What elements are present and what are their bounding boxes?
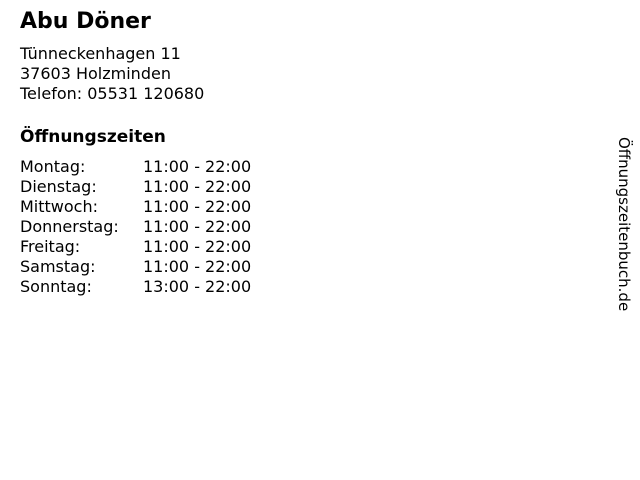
- day-label: Sonntag:: [20, 277, 92, 296]
- hours-row-thursday: Donnerstag: 11:00 - 22:00: [20, 217, 640, 237]
- address-street: Tünneckenhagen 11: [20, 44, 181, 63]
- time-value: 11:00 - 22:00: [143, 157, 252, 176]
- time-value: 11:00 - 22:00: [143, 197, 252, 216]
- day-label: Montag:: [20, 157, 86, 176]
- hours-row-friday: Freitag: 11:00 - 22:00: [20, 237, 640, 257]
- day-label: Mittwoch:: [20, 197, 98, 216]
- main-content: Abu Döner Tünneckenhagen 11 37603 Holzmi…: [20, 9, 640, 297]
- time-value: 11:00 - 22:00: [143, 257, 252, 276]
- day-label: Freitag:: [20, 237, 81, 256]
- hours-row-saturday: Samstag: 11:00 - 22:00: [20, 257, 640, 277]
- day-label: Dienstag:: [20, 177, 97, 196]
- business-name-title: Abu Döner: [20, 9, 151, 34]
- time-value: 11:00 - 22:00: [143, 237, 252, 256]
- hours-row-wednesday: Mittwoch: 11:00 - 22:00: [20, 197, 640, 217]
- hours-row-tuesday: Dienstag: 11:00 - 22:00: [20, 177, 640, 197]
- phone-number: Telefon: 05531 120680: [20, 84, 205, 103]
- time-value: 13:00 - 22:00: [143, 277, 252, 296]
- day-label: Donnerstag:: [20, 217, 119, 236]
- address-block: Tünneckenhagen 11 37603 Holzminden Telef…: [20, 44, 640, 104]
- day-label: Samstag:: [20, 257, 96, 276]
- opening-hours-table: Montag: 11:00 - 22:00 Dienstag: 11:00 - …: [20, 157, 640, 297]
- hours-row-sunday: Sonntag: 13:00 - 22:00: [20, 277, 640, 297]
- site-branding-watermark: Öffnungszeitenbuch.de: [615, 137, 633, 312]
- address-city: 37603 Holzminden: [20, 64, 171, 83]
- time-value: 11:00 - 22:00: [143, 217, 252, 236]
- hours-row-monday: Montag: 11:00 - 22:00: [20, 157, 640, 177]
- opening-hours-heading: Öffnungszeiten: [20, 127, 166, 147]
- time-value: 11:00 - 22:00: [143, 177, 252, 196]
